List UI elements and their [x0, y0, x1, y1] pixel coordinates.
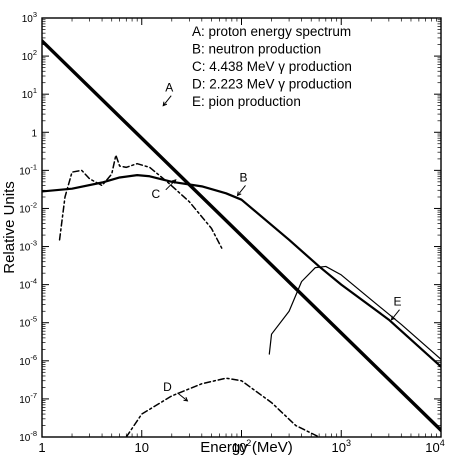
annotation-label: B — [239, 170, 247, 184]
series-d-line — [125, 377, 320, 437]
y-tick-label: 103 — [22, 10, 37, 25]
y-tick-label: 10-3 — [19, 239, 37, 254]
series-layer — [42, 39, 441, 437]
y-axis-label: Relative Units — [1, 181, 18, 274]
annotation-label: E — [394, 295, 402, 309]
x-tick-label: 103 — [332, 438, 351, 455]
y-axis: 103 102 101 1 10-1 10-2 10-3 10-4 10-5 10-6 10-7 10… — [19, 10, 441, 444]
y-tick-label: 10-4 — [19, 277, 37, 292]
x-tick-label: 1 — [38, 440, 45, 455]
y-tick-label: 10-6 — [19, 353, 37, 368]
y-tick-label: 102 — [22, 48, 37, 63]
annotation-arrow-icon — [391, 309, 400, 321]
y-tick-label: 10-7 — [19, 391, 37, 406]
annotation-label: D — [163, 380, 172, 394]
legend-entry: A: proton energy spectrum — [192, 24, 351, 39]
annotation-arrowhead-icon — [162, 101, 168, 107]
x-tick-label: 104 — [425, 438, 444, 455]
series-e-line — [268, 265, 441, 360]
y-tick-label: 10-2 — [19, 200, 37, 215]
annotation-label: A — [165, 81, 173, 95]
y-tick-label: 101 — [22, 86, 37, 101]
annotations: A B C D E — [151, 81, 402, 402]
series-a-line — [42, 39, 441, 432]
annotation-arrowhead-icon — [183, 397, 189, 402]
x-axis: 1 10 102 103 104 — [38, 18, 445, 455]
x-axis-label: Energy (MeV) — [200, 439, 293, 455]
x-tick-label: 102 — [232, 438, 251, 455]
annotation-arrowhead-icon — [236, 191, 242, 197]
annotation-arrow-icon — [177, 392, 188, 402]
annotation-arrow-icon — [162, 95, 172, 106]
annotation-label: C — [151, 187, 160, 201]
legend-entry: E: pion production — [192, 94, 301, 109]
annotation-arrowhead-icon — [390, 315, 396, 321]
series-b-line — [42, 174, 441, 368]
legend: A: proton energy spectrum B: neutron prod… — [192, 24, 352, 109]
y-tick-label: 10-5 — [19, 315, 37, 330]
series-c-line — [58, 154, 224, 251]
y-tick-label: 10-8 — [19, 429, 37, 444]
annotation-arrow-icon — [237, 185, 246, 196]
legend-entry: D: 2.223 MeV γ production — [192, 77, 352, 92]
y-tick-label: 1 — [31, 128, 37, 139]
legend-entry: C: 4.438 MeV γ production — [192, 59, 352, 74]
y-tick-label: 10-1 — [19, 162, 37, 177]
legend-entry: B: neutron production — [192, 42, 321, 57]
annotation-arrow-icon — [165, 179, 177, 191]
x-tick-label: 10 — [135, 440, 149, 455]
annotation-arrowhead-icon — [171, 179, 177, 184]
